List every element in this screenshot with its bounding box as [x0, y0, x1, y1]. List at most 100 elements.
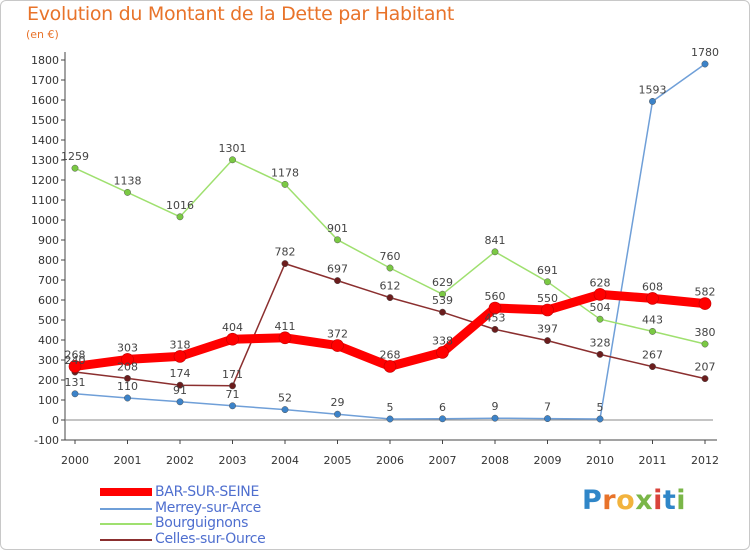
- data-label: 691: [537, 264, 558, 277]
- data-label: 760: [380, 250, 401, 263]
- y-tick-label: 100: [38, 394, 59, 407]
- data-label: 404: [222, 321, 243, 334]
- logo-letter: t: [662, 485, 677, 516]
- y-tick-label: -100: [34, 434, 59, 447]
- data-point: [544, 278, 551, 286]
- data-point: [649, 327, 656, 335]
- data-point: [334, 410, 341, 418]
- y-tick-label: 800: [38, 254, 59, 267]
- data-point: [386, 264, 394, 272]
- data-label: 5: [387, 401, 394, 414]
- y-tick-label: 1000: [31, 214, 59, 227]
- data-label: 207: [695, 361, 716, 374]
- data-point: [488, 301, 502, 315]
- data-label: 629: [432, 276, 453, 289]
- data-label: 628: [590, 276, 611, 289]
- data-label: 443: [642, 313, 663, 326]
- data-point: [383, 360, 397, 373]
- data-point: [541, 303, 554, 317]
- data-label: 397: [537, 323, 558, 336]
- y-tick-label: 0: [52, 414, 59, 427]
- x-tick-label: 2000: [61, 454, 89, 467]
- x-tick-label: 2001: [114, 454, 142, 467]
- data-label: 303: [117, 341, 138, 354]
- data-label: 318: [170, 338, 191, 351]
- y-tick-label: 1700: [31, 74, 59, 87]
- y-tick-label: 1200: [31, 174, 59, 187]
- data-label: 131: [65, 376, 86, 389]
- data-point: [229, 402, 236, 410]
- data-label: 71: [226, 388, 240, 401]
- data-point: [124, 188, 131, 196]
- data-point: [71, 164, 79, 172]
- data-point: [281, 260, 289, 268]
- y-tick-label: 500: [38, 314, 59, 327]
- x-tick-label: 2004: [271, 454, 299, 467]
- x-tick-label: 2008: [481, 454, 509, 467]
- data-label: 110: [117, 380, 138, 393]
- x-tick-label: 2006: [376, 454, 404, 467]
- data-label: 328: [590, 336, 611, 349]
- data-point: [386, 415, 394, 423]
- data-point: [226, 332, 239, 346]
- data-point: [698, 297, 712, 310]
- legend-swatch: [100, 488, 152, 496]
- data-label: 1178: [271, 166, 299, 179]
- data-label: 7: [544, 401, 551, 414]
- data-point: [701, 60, 709, 68]
- data-point: [439, 290, 446, 298]
- logo-letter: P: [582, 485, 603, 516]
- data-point: [176, 213, 184, 221]
- data-point: [121, 353, 134, 366]
- y-tick-label: 900: [38, 234, 59, 247]
- data-label: 782: [275, 246, 296, 259]
- data-point: [386, 294, 394, 302]
- data-label: 267: [642, 349, 663, 362]
- data-label: 612: [380, 280, 401, 293]
- data-point: [544, 337, 551, 345]
- data-label: 52: [278, 392, 292, 405]
- data-point: [334, 236, 341, 244]
- data-label: 1780: [691, 46, 719, 59]
- legend-label: BAR-SUR-SEINE: [155, 484, 260, 500]
- data-point: [281, 180, 289, 188]
- data-label: 504: [590, 301, 611, 314]
- data-point: [649, 363, 656, 371]
- data-point: [68, 360, 82, 373]
- data-label: 268: [65, 348, 86, 361]
- logo-letter: i: [676, 485, 687, 516]
- y-tick-label: 1100: [31, 194, 59, 207]
- y-tick-label: 1600: [31, 94, 59, 107]
- logo-letter: i: [653, 485, 663, 516]
- y-tick-label: 200: [38, 374, 59, 387]
- data-label: 841: [485, 234, 506, 247]
- chart-title: Evolution du Montant de la Dette par Hab…: [27, 3, 455, 25]
- x-tick-label: 2009: [534, 454, 562, 467]
- data-label: 1259: [61, 150, 89, 163]
- data-label: 539: [432, 294, 453, 307]
- data-label: 240: [65, 354, 86, 367]
- data-point: [491, 414, 499, 422]
- logo-letter: o: [616, 485, 636, 516]
- data-point: [596, 415, 604, 423]
- y-tick-label: 1800: [31, 54, 59, 67]
- data-point: [491, 248, 499, 256]
- legend-swatch: [100, 539, 152, 541]
- x-tick-label: 2003: [219, 454, 247, 467]
- data-label: 29: [331, 396, 345, 409]
- data-point: [173, 350, 187, 363]
- data-label: 608: [642, 280, 663, 293]
- data-point: [229, 156, 236, 164]
- data-point: [596, 315, 604, 323]
- data-point: [71, 390, 79, 398]
- data-point: [596, 350, 604, 358]
- data-label: 411: [275, 320, 296, 333]
- data-point: [124, 394, 131, 402]
- legend-swatch: [100, 523, 152, 525]
- x-tick-label: 2005: [324, 454, 352, 467]
- data-label: 697: [327, 263, 348, 276]
- data-label: 550: [537, 292, 558, 305]
- data-label: 338: [432, 334, 453, 347]
